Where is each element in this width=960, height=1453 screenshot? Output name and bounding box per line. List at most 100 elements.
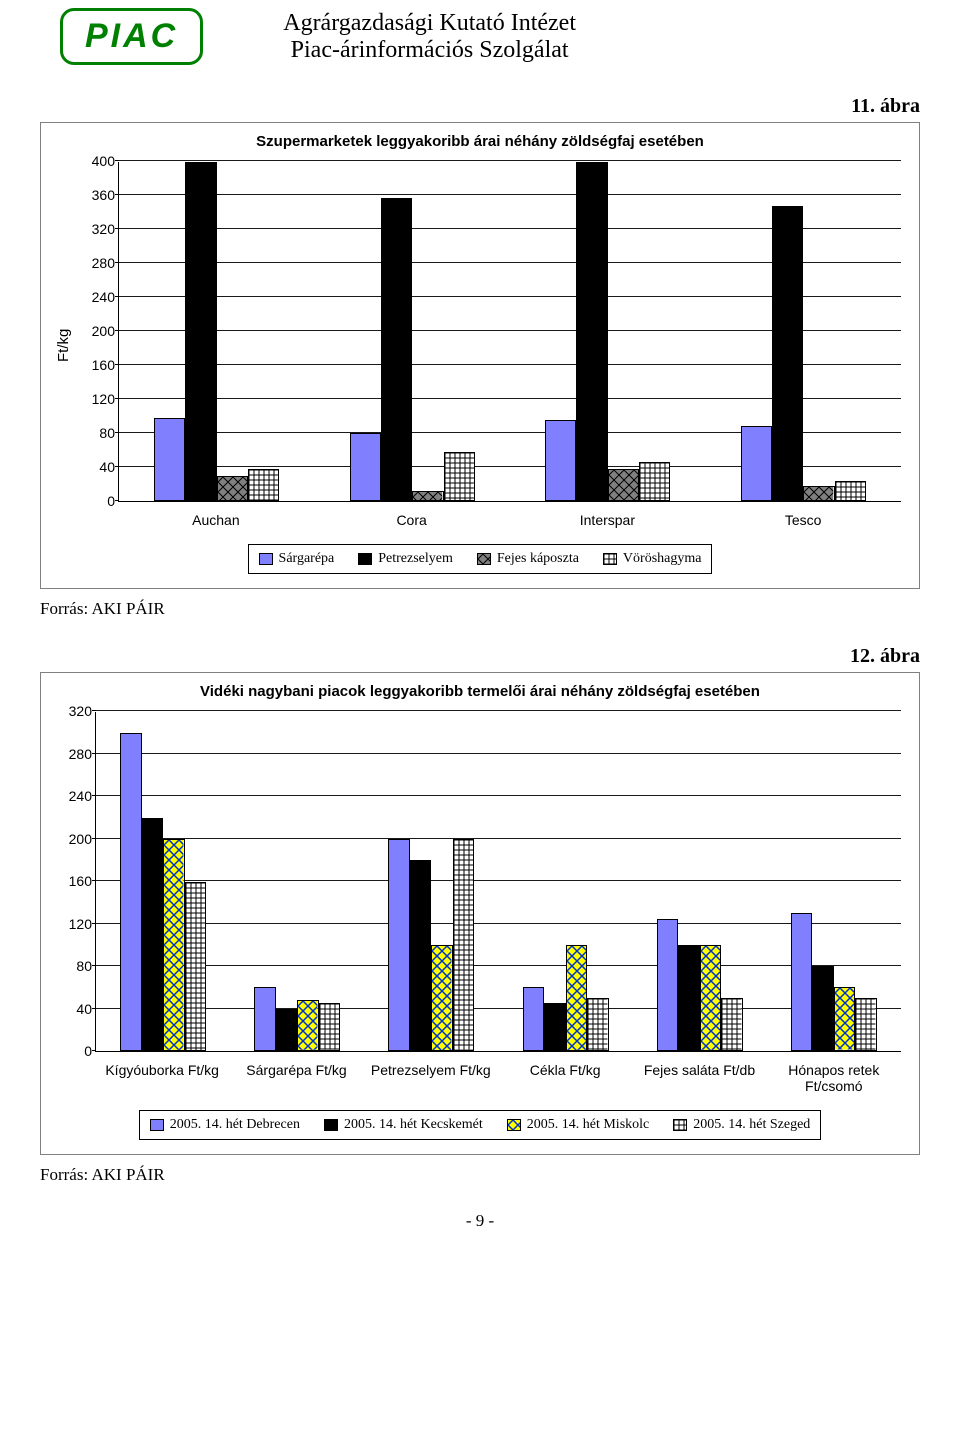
ytick-label: 0: [77, 493, 115, 509]
ytick-label: 120: [54, 916, 92, 932]
bar: [700, 945, 721, 1051]
page-header: PIAC Agrárgazdasági Kutató Intézet Piac-…: [40, 8, 920, 65]
chart-2-xaxis: Kígyóuborka Ft/kgSárgarépa Ft/kgPetrezse…: [95, 1052, 901, 1094]
legend-label: Fejes káposzta: [497, 551, 579, 567]
chart-2-legend: 2005. 14. hét Debrecen 2005. 14. hét Kecs…: [139, 1110, 822, 1140]
bar: [566, 945, 587, 1051]
bar: [185, 162, 216, 501]
bar: [142, 818, 163, 1051]
legend-swatch: [259, 553, 273, 565]
bar: [248, 469, 279, 501]
bar: [276, 1009, 297, 1051]
bar: [639, 462, 670, 501]
ytick-label: 360: [77, 187, 115, 203]
ytick-label: 80: [54, 958, 92, 974]
legend-swatch: [358, 553, 372, 565]
source-2: Forrás: AKI PÁIR: [40, 1165, 920, 1185]
legend-swatch: [507, 1119, 521, 1131]
xtick-label: Cora: [314, 512, 510, 528]
bar: [576, 162, 607, 501]
logo-text: PIAC: [85, 17, 178, 55]
bar: [120, 733, 141, 1051]
bar: [772, 206, 803, 501]
ytick-label: 160: [77, 357, 115, 373]
figure-label-1: 11. ábra: [40, 95, 920, 118]
bar: [297, 1000, 318, 1051]
chart-2: Vidéki nagybani piacok leggyakoribb term…: [40, 672, 920, 1155]
ytick-label: 320: [54, 703, 92, 719]
xtick-label: Hónapos retek Ft/csomó: [767, 1062, 901, 1094]
xtick-label: Tesco: [705, 512, 901, 528]
xtick-label: Auchan: [118, 512, 314, 528]
bar: [657, 919, 678, 1051]
bar: [741, 426, 772, 501]
chart-1-plot-area: 04080120160200240280320360400: [118, 162, 901, 502]
legend-item: Fejes káposzta: [477, 551, 579, 567]
chart-2-title: Vidéki nagybani piacok leggyakoribb term…: [49, 683, 911, 700]
page-number: - 9 -: [40, 1211, 920, 1231]
chart-1-title: Szupermarketek leggyakoribb árai néhány …: [49, 133, 911, 150]
bar: [855, 998, 876, 1051]
header-titles: Agrárgazdasági Kutató Intézet Piac-árinf…: [283, 10, 576, 64]
bar: [254, 987, 275, 1051]
ytick-label: 0: [54, 1043, 92, 1059]
bar: [721, 998, 742, 1051]
legend-swatch: [477, 553, 491, 565]
bar: [350, 433, 381, 501]
ytick-label: 240: [77, 289, 115, 305]
xtick-label: Fejes saláta Ft/db: [632, 1062, 766, 1094]
bar: [803, 486, 834, 501]
bar: [319, 1003, 340, 1051]
logo-box: PIAC: [60, 8, 203, 65]
bar: [834, 987, 855, 1051]
legend-item: Vöröshagyma: [603, 551, 702, 567]
legend-label: Petrezselyem: [378, 551, 453, 567]
ytick-label: 40: [77, 459, 115, 475]
bar: [431, 945, 452, 1051]
legend-label: 2005. 14. hét Miskolc: [527, 1117, 650, 1133]
ytick-label: 320: [77, 221, 115, 237]
legend-item: 2005. 14. hét Szeged: [673, 1117, 810, 1133]
source-1: Forrás: AKI PÁIR: [40, 599, 920, 619]
bar: [545, 420, 576, 501]
legend-item: 2005. 14. hét Debrecen: [150, 1117, 300, 1133]
bar: [544, 1003, 565, 1051]
ytick-label: 240: [54, 788, 92, 804]
xtick-label: Petrezselyem Ft/kg: [364, 1062, 498, 1094]
bar: [444, 452, 475, 501]
chart-2-plot-area: 04080120160200240280320: [95, 712, 901, 1052]
legend-swatch: [673, 1119, 687, 1131]
chart-1: Szupermarketek leggyakoribb árai néhány …: [40, 122, 920, 589]
bar: [217, 476, 248, 501]
legend-label: Sárgarépa: [279, 551, 335, 567]
bar: [835, 481, 866, 501]
chart-1-ylabel: Ft/kg: [49, 162, 72, 528]
bar: [608, 469, 639, 501]
xtick-label: Interspar: [510, 512, 706, 528]
ytick-label: 200: [77, 323, 115, 339]
legend-swatch: [150, 1119, 164, 1131]
ytick-label: 280: [77, 255, 115, 271]
legend-label: 2005. 14. hét Kecskemét: [344, 1117, 483, 1133]
ytick-label: 40: [54, 1001, 92, 1017]
legend-item: 2005. 14. hét Kecskemét: [324, 1117, 483, 1133]
bar: [163, 839, 184, 1051]
header-line2: Piac-árinformációs Szolgálat: [283, 37, 576, 64]
bar: [453, 839, 474, 1051]
legend-item: Petrezselyem: [358, 551, 453, 567]
legend-swatch: [603, 553, 617, 565]
bar: [388, 839, 409, 1051]
ytick-label: 80: [77, 425, 115, 441]
xtick-label: Kígyóuborka Ft/kg: [95, 1062, 229, 1094]
legend-label: Vöröshagyma: [623, 551, 702, 567]
chart-1-xaxis: AuchanCoraIntersparTesco: [118, 502, 901, 528]
bar: [523, 987, 544, 1051]
legend-swatch: [324, 1119, 338, 1131]
xtick-label: Cékla Ft/kg: [498, 1062, 632, 1094]
bar: [412, 491, 443, 501]
ytick-label: 160: [54, 873, 92, 889]
bar: [791, 913, 812, 1051]
bar: [185, 882, 206, 1052]
bar: [812, 966, 833, 1051]
legend-item: 2005. 14. hét Miskolc: [507, 1117, 650, 1133]
